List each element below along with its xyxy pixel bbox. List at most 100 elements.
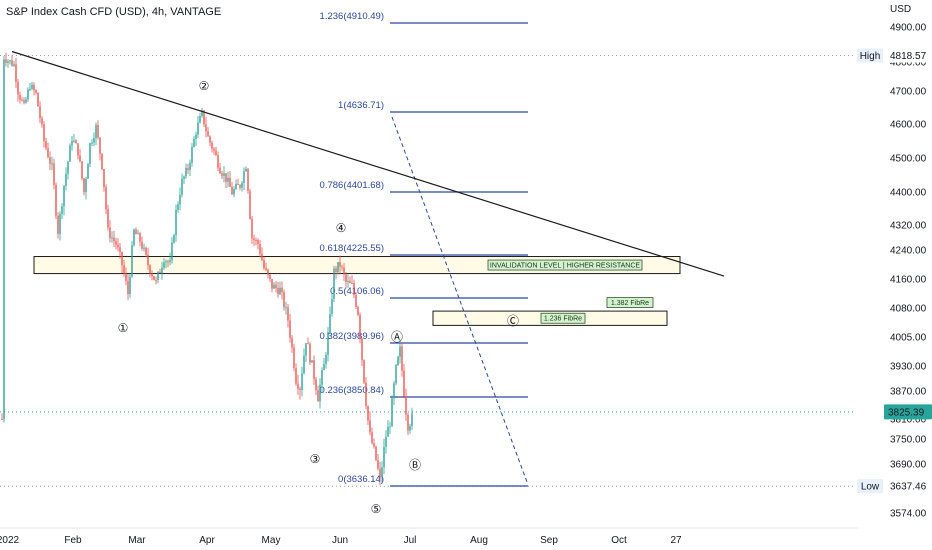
candle[interactable] — [159, 268, 161, 274]
candle[interactable] — [55, 182, 57, 220]
candle[interactable] — [371, 427, 373, 445]
candle[interactable] — [133, 228, 135, 247]
candle[interactable] — [37, 92, 39, 107]
candle[interactable] — [263, 256, 265, 270]
candle[interactable] — [283, 289, 285, 311]
candle[interactable] — [31, 81, 33, 91]
candle[interactable] — [277, 281, 279, 298]
candle[interactable] — [249, 188, 251, 220]
candle[interactable] — [307, 337, 309, 345]
candle[interactable] — [217, 151, 219, 172]
candle[interactable] — [345, 272, 347, 289]
candle[interactable] — [325, 352, 327, 369]
candle[interactable] — [169, 252, 171, 266]
candle[interactable] — [179, 187, 181, 211]
candle[interactable] — [73, 133, 75, 143]
candle[interactable] — [297, 374, 299, 396]
candle[interactable] — [161, 261, 163, 280]
candle[interactable] — [299, 386, 301, 400]
candle[interactable] — [63, 185, 65, 216]
candle[interactable] — [387, 419, 389, 437]
candle[interactable] — [211, 140, 213, 153]
candle[interactable] — [123, 259, 125, 277]
candle[interactable] — [181, 173, 183, 198]
candle[interactable] — [135, 227, 137, 235]
candle[interactable] — [23, 97, 25, 105]
candle[interactable] — [107, 204, 109, 231]
candle[interactable] — [275, 281, 277, 293]
candle[interactable] — [171, 237, 173, 264]
candle[interactable] — [65, 167, 67, 191]
candle[interactable] — [191, 143, 193, 167]
candle[interactable] — [111, 231, 113, 243]
candle[interactable] — [243, 167, 245, 190]
candle[interactable] — [109, 220, 111, 243]
candle[interactable] — [215, 146, 217, 156]
candle[interactable] — [305, 343, 307, 362]
candle[interactable] — [343, 263, 345, 281]
candle[interactable] — [203, 109, 205, 127]
fib-level[interactable]: 0.236(3850.84) — [320, 385, 528, 398]
fib-level[interactable]: 0.382(3989.96) — [320, 331, 528, 344]
candle[interactable] — [145, 246, 147, 258]
candle[interactable] — [185, 163, 187, 179]
candle[interactable] — [3, 56, 5, 423]
candle[interactable] — [45, 137, 47, 151]
candle[interactable] — [373, 438, 375, 449]
candle[interactable] — [319, 378, 321, 409]
candle[interactable] — [229, 171, 231, 187]
candle[interactable] — [205, 117, 207, 138]
candle[interactable] — [409, 423, 411, 434]
candle[interactable] — [9, 59, 11, 65]
candle[interactable] — [353, 279, 355, 299]
candle[interactable] — [361, 338, 363, 366]
candle[interactable] — [245, 166, 247, 172]
candle[interactable] — [341, 264, 343, 271]
candle[interactable] — [199, 112, 201, 124]
candle[interactable] — [115, 237, 117, 250]
candle[interactable] — [285, 301, 287, 315]
candle[interactable] — [287, 304, 289, 328]
candle[interactable] — [315, 376, 317, 395]
candle[interactable] — [163, 258, 165, 270]
time-axis[interactable]: 2022 Feb Mar Apr May Jun Jul Aug Sep Oct 27 — [0, 527, 858, 546]
candle[interactable] — [251, 215, 253, 244]
candle[interactable] — [395, 364, 397, 386]
candle[interactable] — [339, 255, 341, 275]
candle[interactable] — [71, 135, 73, 151]
candle[interactable] — [365, 377, 367, 410]
candle[interactable] — [197, 115, 199, 138]
candle[interactable] — [85, 176, 87, 200]
candle[interactable] — [259, 239, 261, 258]
candles-layer[interactable] — [1, 52, 413, 486]
candle[interactable] — [401, 341, 403, 377]
candle[interactable] — [59, 211, 61, 241]
candle[interactable] — [389, 421, 391, 435]
candle[interactable] — [175, 204, 177, 242]
candle[interactable] — [105, 184, 107, 215]
candle[interactable] — [329, 306, 331, 335]
candle[interactable] — [69, 143, 71, 162]
fib-level[interactable]: 0.5(4106.06) — [330, 286, 528, 299]
candle[interactable] — [21, 97, 23, 102]
fib-level[interactable]: 0(3636.14) — [338, 474, 528, 487]
candle[interactable] — [331, 293, 333, 317]
candle[interactable] — [125, 267, 127, 286]
candle[interactable] — [313, 355, 315, 385]
candle[interactable] — [35, 89, 37, 95]
fib-level[interactable]: 1(4636.71) — [338, 100, 528, 113]
candle[interactable] — [303, 348, 305, 375]
candle[interactable] — [327, 327, 329, 362]
candle[interactable] — [397, 355, 399, 367]
candle[interactable] — [321, 367, 323, 393]
candle[interactable] — [369, 411, 371, 436]
candle[interactable] — [407, 412, 409, 436]
candle[interactable] — [267, 268, 269, 279]
candle[interactable] — [271, 278, 273, 293]
candle[interactable] — [231, 182, 233, 195]
candle[interactable] — [333, 265, 335, 302]
candle[interactable] — [47, 142, 49, 159]
candle[interactable] — [99, 137, 101, 161]
candle[interactable] — [367, 405, 369, 425]
candle[interactable] — [61, 203, 63, 220]
